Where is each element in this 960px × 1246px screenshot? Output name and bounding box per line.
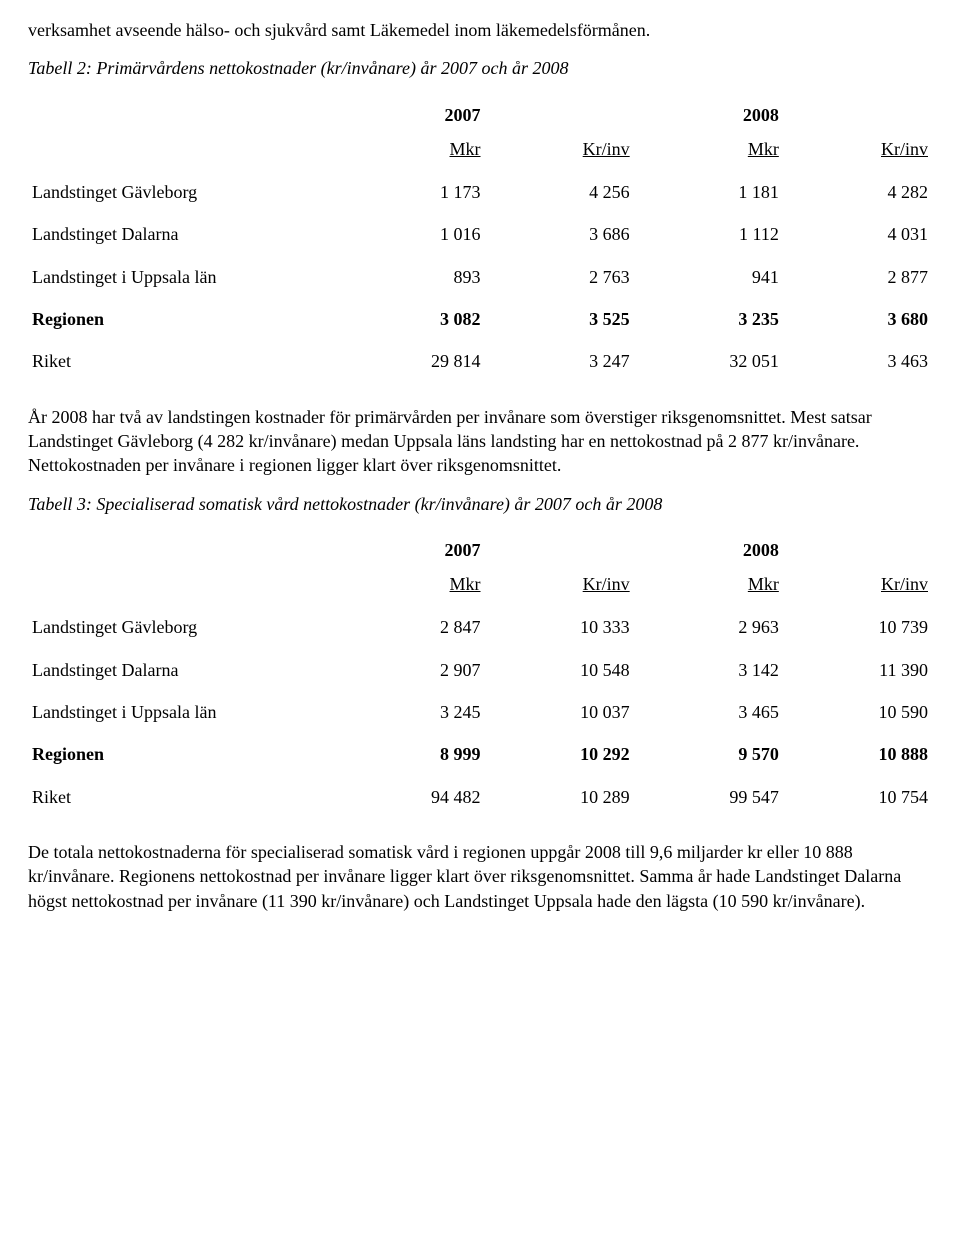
cell-value: 941 xyxy=(634,256,783,298)
row-label: Landstinget i Uppsala län xyxy=(28,256,335,298)
cell-value: 2 877 xyxy=(783,256,932,298)
year-2007: 2007 xyxy=(335,95,484,133)
cell-value: 3 245 xyxy=(335,691,484,733)
table-row: Riket94 48210 28999 54710 754 xyxy=(28,776,932,818)
table-row: Landstinget Dalarna1 0163 6861 1124 031 xyxy=(28,213,932,255)
row-label: Landstinget Dalarna xyxy=(28,649,335,691)
cell-value: 2 763 xyxy=(485,256,634,298)
table-somatic-care: 2007 2008 Mkr Kr/inv Mkr Kr/inv Landstin… xyxy=(28,530,932,818)
col-header-mkr: Mkr xyxy=(335,133,484,171)
col-header-krinv: Kr/inv xyxy=(783,133,932,171)
row-label: Regionen xyxy=(28,733,335,775)
cell-value: 3 465 xyxy=(634,691,783,733)
row-label: Landstinget Dalarna xyxy=(28,213,335,255)
cell-value: 4 031 xyxy=(783,213,932,255)
cell-value: 2 907 xyxy=(335,649,484,691)
table-primary-care: 2007 2008 Mkr Kr/inv Mkr Kr/inv Landstin… xyxy=(28,95,932,383)
row-label: Landstinget Gävleborg xyxy=(28,171,335,213)
cell-value: 3 142 xyxy=(634,649,783,691)
table-row: Landstinget Gävleborg2 84710 3332 96310 … xyxy=(28,606,932,648)
year-2008: 2008 xyxy=(634,95,783,133)
year-2008: 2008 xyxy=(634,530,783,568)
cell-value: 9 570 xyxy=(634,733,783,775)
cell-value: 10 289 xyxy=(485,776,634,818)
row-label: Regionen xyxy=(28,298,335,340)
cell-value: 29 814 xyxy=(335,340,484,382)
cell-value: 94 482 xyxy=(335,776,484,818)
table-row: Riket29 8143 24732 0513 463 xyxy=(28,340,932,382)
blank-cell xyxy=(28,95,335,133)
cell-value: 4 256 xyxy=(485,171,634,213)
cell-value: 10 548 xyxy=(485,649,634,691)
cell-value: 3 686 xyxy=(485,213,634,255)
cell-value: 3 525 xyxy=(485,298,634,340)
closing-paragraph: De totala nettokostnaderna för specialis… xyxy=(28,840,932,913)
col-header-krinv: Kr/inv xyxy=(783,568,932,606)
row-label: Riket xyxy=(28,340,335,382)
table-row: Landstinget Dalarna2 90710 5483 14211 39… xyxy=(28,649,932,691)
col-header-krinv: Kr/inv xyxy=(485,568,634,606)
col-header-mkr: Mkr xyxy=(634,568,783,606)
cell-value: 3 235 xyxy=(634,298,783,340)
cell-value: 3 463 xyxy=(783,340,932,382)
table-row: Landstinget Gävleborg1 1734 2561 1814 28… xyxy=(28,171,932,213)
cell-value: 3 680 xyxy=(783,298,932,340)
cell-value: 10 739 xyxy=(783,606,932,648)
table-row: Landstinget i Uppsala län3 24510 0373 46… xyxy=(28,691,932,733)
cell-value: 1 173 xyxy=(335,171,484,213)
table-row: Regionen8 99910 2929 57010 888 xyxy=(28,733,932,775)
cell-value: 10 754 xyxy=(783,776,932,818)
cell-value: 1 016 xyxy=(335,213,484,255)
cell-value: 10 037 xyxy=(485,691,634,733)
row-label: Landstinget Gävleborg xyxy=(28,606,335,648)
cell-value: 893 xyxy=(335,256,484,298)
col-header-krinv: Kr/inv xyxy=(485,133,634,171)
col-header-mkr: Mkr xyxy=(335,568,484,606)
blank-cell xyxy=(783,95,932,133)
year-2007: 2007 xyxy=(335,530,484,568)
row-label: Riket xyxy=(28,776,335,818)
table-row: Regionen3 0823 5253 2353 680 xyxy=(28,298,932,340)
row-label: Landstinget i Uppsala län xyxy=(28,691,335,733)
cell-value: 99 547 xyxy=(634,776,783,818)
blank-cell xyxy=(485,95,634,133)
mid-paragraph: År 2008 har två av landstingen kostnader… xyxy=(28,405,932,478)
blank-cell xyxy=(28,530,335,568)
cell-value: 3 247 xyxy=(485,340,634,382)
cell-value: 1 181 xyxy=(634,171,783,213)
blank-cell xyxy=(783,530,932,568)
cell-value: 10 292 xyxy=(485,733,634,775)
blank-cell xyxy=(485,530,634,568)
cell-value: 10 333 xyxy=(485,606,634,648)
cell-value: 11 390 xyxy=(783,649,932,691)
col-header-mkr: Mkr xyxy=(634,133,783,171)
table-row: Landstinget i Uppsala län8932 7639412 87… xyxy=(28,256,932,298)
cell-value: 8 999 xyxy=(335,733,484,775)
table3-caption: Tabell 3: Specialiserad somatisk vård ne… xyxy=(28,492,932,516)
cell-value: 10 888 xyxy=(783,733,932,775)
intro-paragraph: verksamhet avseende hälso- och sjukvård … xyxy=(28,18,932,42)
cell-value: 32 051 xyxy=(634,340,783,382)
cell-value: 2 963 xyxy=(634,606,783,648)
blank-cell xyxy=(28,568,335,606)
cell-value: 10 590 xyxy=(783,691,932,733)
blank-cell xyxy=(28,133,335,171)
table2-caption: Tabell 2: Primärvårdens nettokostnader (… xyxy=(28,56,932,80)
cell-value: 4 282 xyxy=(783,171,932,213)
cell-value: 1 112 xyxy=(634,213,783,255)
cell-value: 3 082 xyxy=(335,298,484,340)
cell-value: 2 847 xyxy=(335,606,484,648)
